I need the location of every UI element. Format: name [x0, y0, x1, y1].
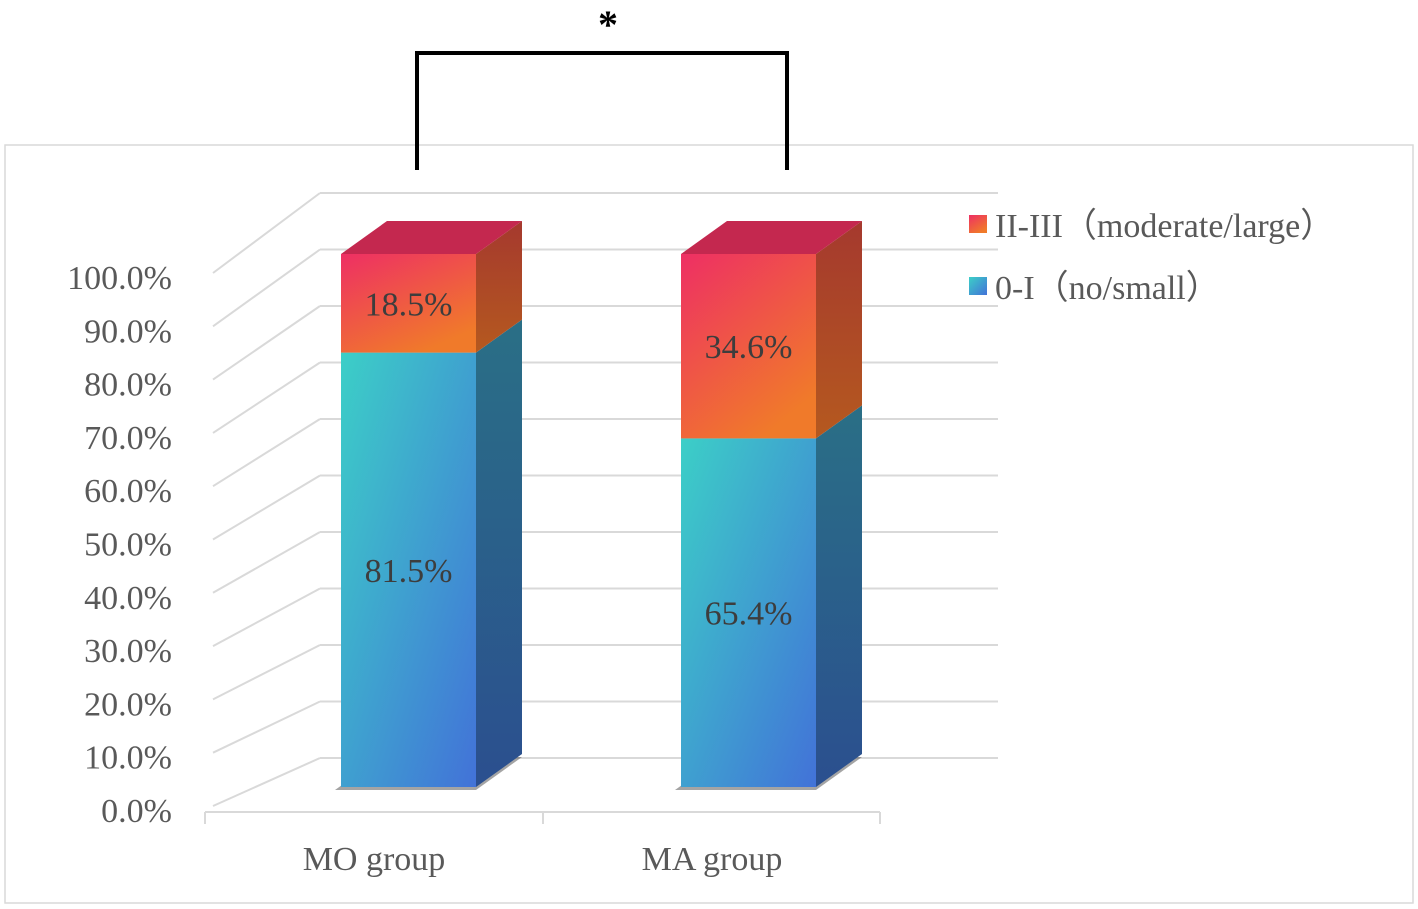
gridline-side	[212, 644, 321, 701]
y-tick-label: 20.0%	[84, 686, 172, 723]
legend-swatch	[969, 215, 987, 233]
bar-segment-high	[341, 254, 476, 353]
bar-side-low	[816, 405, 862, 787]
gridline-side	[212, 361, 321, 434]
bar-segment-high	[681, 254, 816, 439]
bar-top	[341, 221, 522, 254]
legend-label: II-III（moderate/large）	[995, 207, 1334, 245]
data-label-low: 81.5%	[365, 553, 453, 590]
gridline-side	[212, 700, 321, 754]
significance-bracket: *	[415, 2, 789, 170]
gridline-side	[212, 418, 321, 488]
data-label-high: 18.5%	[365, 286, 453, 323]
y-axis-tick-labels: 0.0% 10.0% 20.0% 30.0% 40.0% 50.0% 60.0% 70.0% 8…	[67, 260, 172, 830]
bars	[335, 221, 862, 790]
gridline-side	[212, 192, 321, 274]
y-tick-label: 100.0%	[67, 260, 172, 297]
y-tick-label: 30.0%	[84, 633, 172, 670]
bar-segment-low	[681, 438, 816, 787]
legend-label: 0-I（no/small）	[995, 269, 1220, 307]
y-tick-label: 90.0%	[84, 313, 172, 350]
gridline-side	[212, 248, 321, 328]
y-tick-label: 0.0%	[101, 793, 172, 830]
data-label-low: 65.4%	[705, 596, 793, 633]
y-tick-label: 50.0%	[84, 527, 172, 564]
data-labels: 81.5% 18.5% 65.4% 34.6%	[365, 286, 793, 632]
y-tick-label: 40.0%	[84, 580, 172, 617]
gridline-side	[212, 474, 321, 541]
gridline-side	[212, 531, 321, 594]
legend: II-III（moderate/large） 0-I（no/small）	[969, 207, 1334, 307]
x-tick-label: MO group	[303, 841, 446, 878]
bar-segment-low	[341, 352, 476, 787]
significance-marker: *	[598, 2, 618, 47]
bar-top	[681, 221, 862, 254]
x-axis: MO group MA group	[204, 812, 881, 878]
y-tick-label: 60.0%	[84, 473, 172, 510]
bar-side-high	[476, 221, 522, 353]
bar-side-low	[476, 319, 522, 787]
gridline-side	[212, 587, 321, 647]
gridline-side	[212, 757, 321, 807]
y-tick-label: 10.0%	[84, 740, 172, 777]
bar-side-high	[816, 221, 862, 439]
x-tick-label: MA group	[642, 841, 783, 878]
y-tick-label: 70.0%	[84, 420, 172, 457]
y-tick-label: 80.0%	[84, 367, 172, 404]
legend-swatch	[969, 277, 987, 295]
significance-bracket-line	[415, 51, 789, 170]
gridline-side	[212, 305, 321, 381]
data-label-high: 34.6%	[705, 329, 793, 366]
